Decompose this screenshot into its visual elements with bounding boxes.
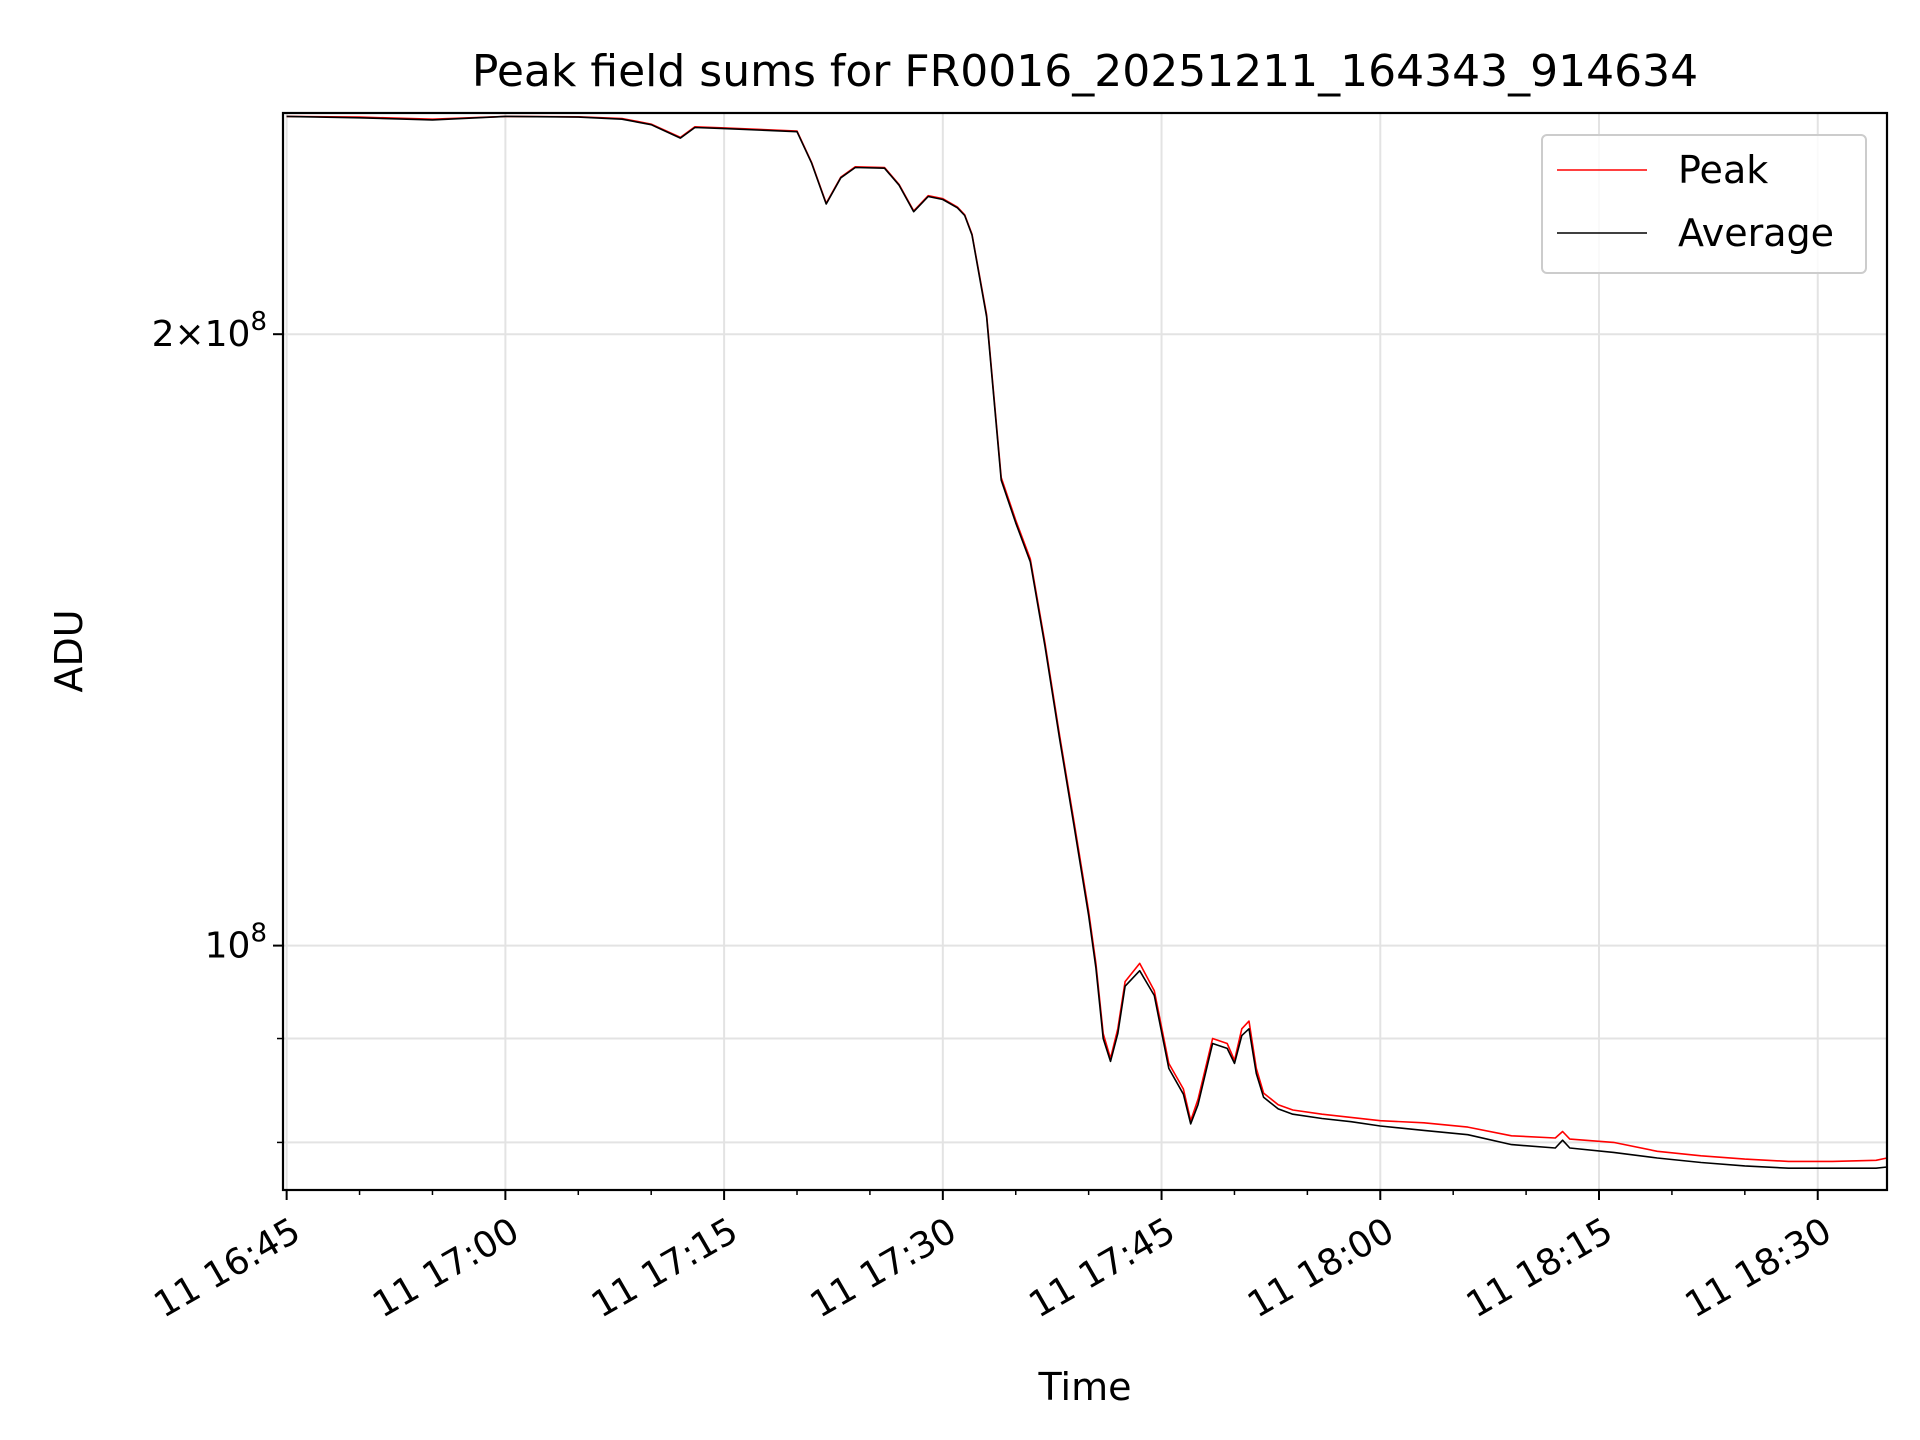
y-tick-exponent: 8 — [250, 307, 267, 337]
series-line-average — [286, 115, 1888, 1169]
x-axis-label: Time — [1038, 1365, 1132, 1409]
y-tick-multiplier: 2× — [152, 314, 205, 355]
y-tick-base: 10 — [205, 314, 251, 355]
y-axis-label: ADU — [47, 609, 91, 692]
plot-frame — [281, 111, 1889, 1192]
chart-title: Peak field sums for FR0016_20251211_1643… — [472, 46, 1698, 97]
series-lines — [286, 115, 1888, 1169]
y-tick-label: 108 — [205, 919, 267, 967]
y-tick-label: 2×108 — [152, 307, 267, 355]
y-tick-exponent: 8 — [250, 919, 267, 949]
legend-label-peak: Peak — [1678, 148, 1768, 192]
grid-lines — [283, 113, 1887, 1190]
y-tick-base: 10 — [205, 926, 251, 967]
legend: Peak Average — [1541, 134, 1867, 274]
legend-label-average: Average — [1678, 211, 1834, 255]
